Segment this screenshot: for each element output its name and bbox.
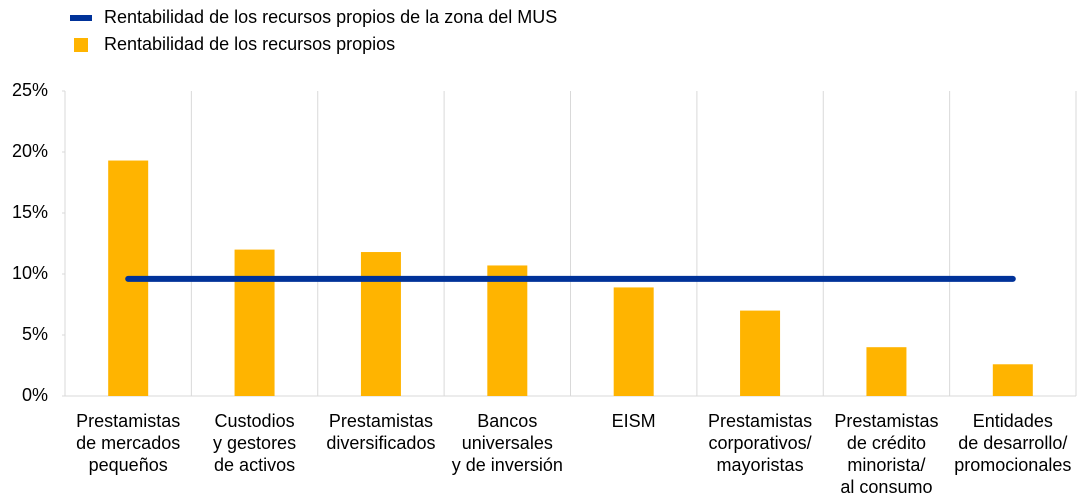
legend-swatch (74, 38, 88, 52)
bar (360, 252, 401, 396)
bar (234, 249, 275, 396)
x-tick-label: y de inversión (452, 455, 563, 475)
x-tick-label: diversificados (326, 433, 435, 453)
bar (613, 287, 654, 396)
x-tick-label: mayoristas (717, 455, 804, 475)
x-tick-label: Entidades (973, 411, 1053, 431)
x-tick-label: y gestores (213, 433, 296, 453)
y-tick-label: 25% (12, 80, 48, 100)
x-tick-label: de desarrollo/ (958, 433, 1067, 453)
x-tick-label: pequeños (89, 455, 168, 475)
y-tick-label: 5% (22, 324, 48, 344)
x-tick-label: minorista/ (847, 455, 925, 475)
bar (866, 347, 907, 396)
legend-label: Rentabilidad de los recursos propios de … (104, 7, 557, 27)
y-tick-label: 20% (12, 141, 48, 161)
bar (740, 310, 781, 396)
x-tick-label: de activos (214, 455, 295, 475)
x-tick-label: Prestamistas (329, 411, 433, 431)
x-tick-label: Prestamistas (76, 411, 180, 431)
x-tick-label: al consumo (840, 477, 932, 497)
x-tick-label: de crédito (847, 433, 926, 453)
x-tick-label: Prestamistas (708, 411, 812, 431)
y-tick-label: 0% (22, 385, 48, 405)
bar (487, 265, 528, 396)
x-tick-label: promocionales (954, 455, 1071, 475)
x-tick-label: corporativos/ (709, 433, 812, 453)
x-tick-label: EISM (612, 411, 656, 431)
x-tick-label: Prestamistas (834, 411, 938, 431)
y-tick-label: 10% (12, 263, 48, 283)
x-tick-label: Custodios (215, 411, 295, 431)
legend-swatch (70, 15, 92, 21)
x-tick-label: Bancos (477, 411, 537, 431)
x-tick-label: de mercados (76, 433, 180, 453)
x-tick-label: universales (462, 433, 553, 453)
legend-label: Rentabilidad de los recursos propios (104, 34, 395, 54)
bar (992, 364, 1033, 396)
y-tick-label: 15% (12, 202, 48, 222)
